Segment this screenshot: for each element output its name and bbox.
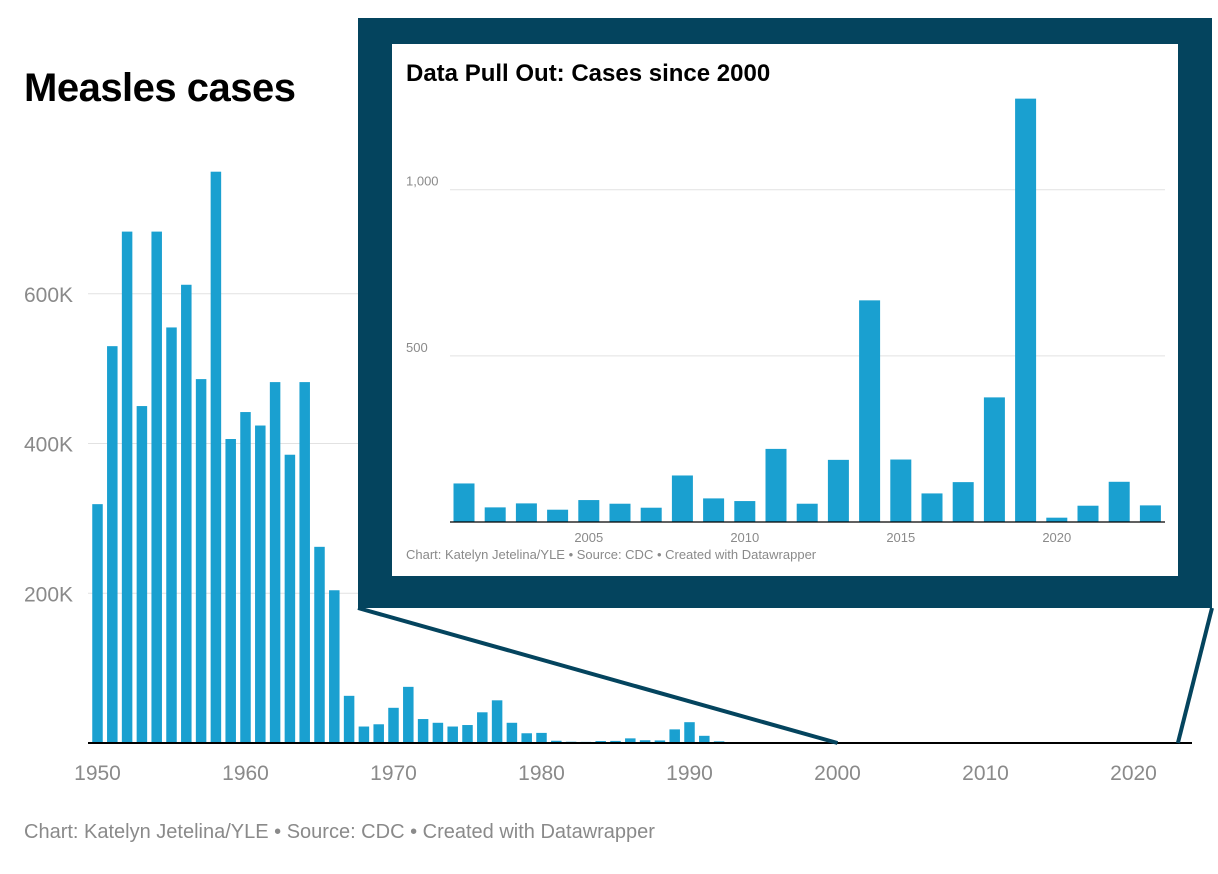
main-bar-1958: [210, 171, 222, 744]
pull-out-y-tick-label: 1,000: [406, 174, 439, 189]
main-bar-1952: [121, 231, 133, 743]
main-bar-1987: [639, 740, 651, 743]
main-y-tick-label: 600K: [24, 284, 73, 307]
zoom-connector-left: [357, 606, 839, 745]
main-bar-1969: [373, 724, 384, 743]
main-bar-1973: [432, 722, 444, 743]
main-x-tick-label: 2000: [814, 762, 861, 785]
main-x-tick-label: 1960: [222, 762, 269, 785]
pull-out-bar-2021: [1077, 505, 1099, 522]
main-bar-1956: [181, 284, 192, 743]
main-bar-1977: [491, 700, 503, 743]
pull-out-bar-2001: [453, 483, 475, 522]
main-bar-1960: [240, 412, 251, 743]
main-bar-1981: [551, 740, 562, 743]
main-bar-1953: [136, 406, 148, 743]
main-bar-1975: [462, 725, 473, 743]
pull-out-bar-2015: [890, 459, 912, 522]
pull-out-bar-2005: [578, 500, 600, 522]
main-bar-1950: [92, 504, 103, 743]
main-bar-1965: [314, 546, 325, 743]
pull-out-bar-2006: [609, 503, 631, 522]
pull-out-title: Data Pull Out: Cases since 2000: [406, 60, 771, 87]
pull-out-x-tick-label: 2020: [1042, 530, 1071, 545]
pull-out-footer: Chart: Katelyn Jetelina/YLE • Source: CD…: [406, 547, 817, 562]
main-bar-1972: [417, 719, 429, 743]
pull-out-bar-2012: [796, 503, 818, 522]
pull-out-bar-2008: [671, 475, 693, 522]
main-bar-1971: [403, 686, 414, 743]
main-bar-1978: [506, 722, 518, 743]
main-bar-1963: [284, 454, 296, 743]
pull-out-bar-2010: [734, 501, 756, 522]
pull-out-bar-2014: [859, 300, 881, 522]
main-x-tick-label: 1980: [518, 762, 565, 785]
main-y-tick-label: 400K: [24, 434, 73, 457]
main-y-tick-label: 200K: [24, 583, 73, 606]
pull-out-y-tick-label: 500: [406, 340, 428, 355]
main-bar-1991: [699, 735, 710, 743]
main-bar-1957: [195, 379, 207, 743]
pull-out-bar-2013: [827, 459, 849, 522]
main-bar-1986: [625, 738, 636, 743]
main-x-tick-label: 2020: [1110, 762, 1157, 785]
pull-out-bar-2019: [1015, 98, 1037, 522]
pull-out-bar-2002: [484, 507, 506, 522]
pull-out-bar-2003: [515, 503, 537, 522]
pull-out-bar-2007: [640, 507, 662, 522]
main-bar-1967: [343, 695, 355, 743]
main-bar-1988: [654, 740, 666, 743]
main-bar-1962: [269, 382, 281, 743]
pull-out-bar-2020: [1046, 517, 1068, 522]
main-bar-1968: [358, 726, 370, 743]
main-bar-1980: [536, 732, 547, 743]
pull-out-bar-2017: [952, 482, 974, 522]
main-bar-1954: [151, 231, 162, 743]
main-x-tick-label: 1950: [74, 762, 121, 785]
pull-out-x-tick-label: 2015: [886, 530, 915, 545]
pull-out-chart: 500 1,000 2005 2010 2015 2020: [406, 98, 1165, 545]
main-bar-1951: [107, 346, 118, 743]
main-x-tick-label: 2010: [962, 762, 1009, 785]
main-bar-1961: [255, 425, 266, 743]
chart-footer: Chart: Katelyn Jetelina/YLE • Source: CD…: [24, 821, 655, 843]
main-bar-1970: [388, 707, 399, 743]
main-bar-1989: [669, 729, 680, 743]
pull-out-card: 500 1,000 2005 2010 2015 2020 Data Pull Out: …: [392, 44, 1178, 576]
main-x-tick-label: 1970: [370, 762, 417, 785]
main-bar-1985: [610, 740, 621, 743]
main-bar-1959: [225, 439, 236, 743]
main-bar-1974: [447, 726, 458, 743]
main-bar-1955: [166, 327, 177, 743]
zoom-connector-right: [1175, 607, 1214, 744]
main-bar-1990: [684, 722, 695, 743]
pull-out-bar-2023: [1139, 505, 1161, 522]
pull-out-bar-2018: [983, 397, 1005, 522]
main-bar-1964: [299, 382, 310, 743]
pull-out-x-tick-label: 2010: [730, 530, 759, 545]
pull-out-bar-2009: [703, 498, 725, 522]
pull-out-bar-2016: [921, 493, 943, 522]
pull-out-bar-2022: [1108, 481, 1130, 522]
pull-out-bar-2004: [547, 509, 569, 522]
main-x-tick-label: 1990: [666, 762, 713, 785]
main-bar-1979: [521, 733, 532, 743]
pull-out-panel: 500 1,000 2005 2010 2015 2020 Data Pull Out: …: [358, 18, 1212, 608]
pull-out-bar-2011: [765, 448, 787, 522]
pull-out-x-tick-label: 2005: [574, 530, 603, 545]
chart-title: Measles cases: [24, 66, 296, 110]
main-bar-1976: [477, 712, 488, 743]
main-bar-1966: [329, 590, 340, 743]
